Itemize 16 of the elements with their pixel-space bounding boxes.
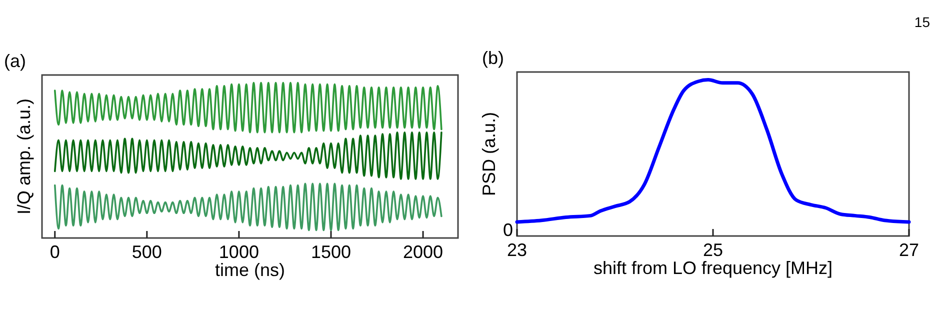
x-tick-label: 1000 [218,242,259,262]
x-axis-title: shift from LO frequency [MHz] [593,258,833,278]
y-axis-title: PSD (a.u.) [479,112,499,196]
x-tick-label: 25 [702,240,724,260]
x-tick-label: 23 [506,240,528,260]
y-axis-title: I/Q amp. (a.u.) [14,98,34,215]
x-tick-label: 500 [132,242,162,262]
text: (b) [482,48,504,68]
text: 15 [914,14,930,30]
x-axis-title: time (ns) [214,260,286,280]
x-tick-label: 0 [50,242,60,262]
x-tick-label: 2000 [403,242,444,262]
text: (a) [4,51,26,71]
x-tick-label: 1500 [310,242,352,262]
text: 0 [502,220,513,240]
x-tick-label: 27 [898,240,920,260]
